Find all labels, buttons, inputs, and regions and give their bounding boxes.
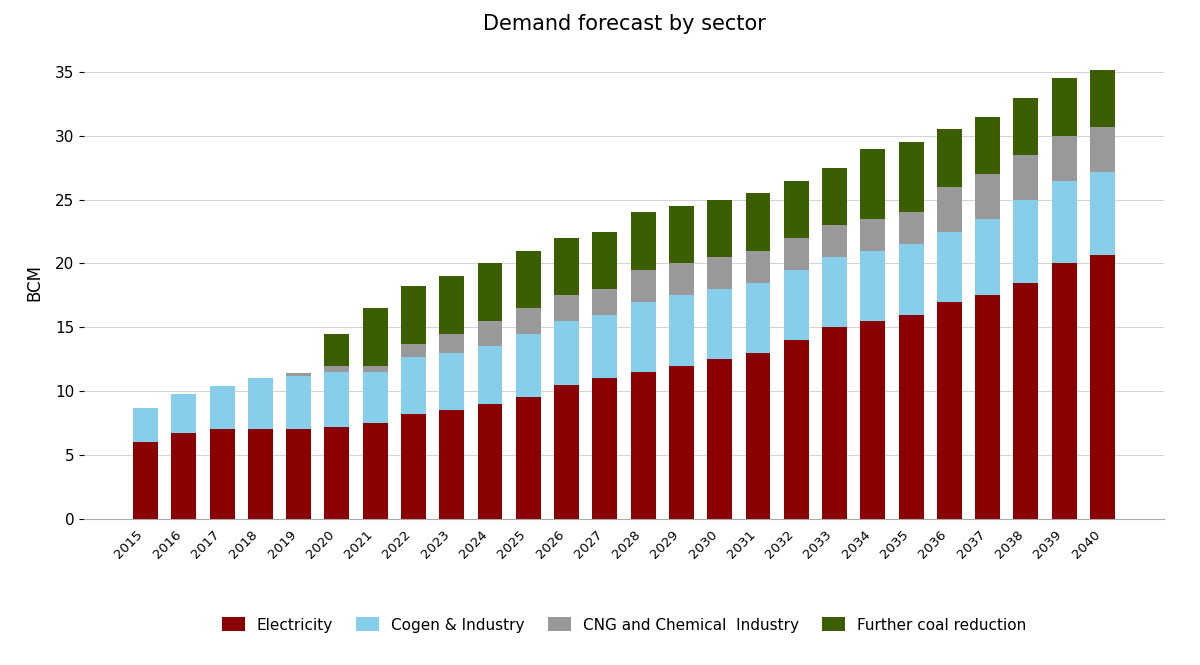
Bar xyxy=(401,287,426,344)
Bar xyxy=(745,194,770,251)
Bar xyxy=(707,257,732,289)
Bar xyxy=(554,295,580,321)
Bar xyxy=(248,430,272,519)
Bar xyxy=(937,231,961,302)
Bar xyxy=(937,302,961,519)
Bar xyxy=(554,321,580,385)
Bar xyxy=(1051,136,1076,180)
Bar xyxy=(899,142,924,212)
Bar xyxy=(516,334,541,398)
Bar xyxy=(822,225,847,257)
Bar xyxy=(439,334,464,353)
Bar xyxy=(631,212,655,270)
Bar xyxy=(401,414,426,519)
Bar xyxy=(439,353,464,410)
Bar xyxy=(1014,155,1038,200)
Bar xyxy=(362,372,388,423)
Bar xyxy=(631,302,655,372)
Legend: Electricity, Cogen & Industry, CNG and Chemical  Industry, Further coal reductio: Electricity, Cogen & Industry, CNG and C… xyxy=(216,611,1032,638)
Bar xyxy=(324,372,349,427)
Bar xyxy=(593,289,617,315)
Bar xyxy=(899,212,924,244)
Bar xyxy=(976,219,1000,295)
Bar xyxy=(593,315,617,378)
Bar xyxy=(362,366,388,372)
Bar xyxy=(707,359,732,519)
Bar xyxy=(516,251,541,308)
Bar xyxy=(172,433,197,519)
Bar xyxy=(401,344,426,356)
Bar xyxy=(976,295,1000,519)
Bar xyxy=(1090,70,1115,127)
Bar xyxy=(1014,283,1038,519)
Bar xyxy=(362,423,388,519)
Bar xyxy=(210,386,234,430)
Bar xyxy=(478,263,503,321)
Bar xyxy=(554,238,580,295)
Bar xyxy=(668,366,694,519)
Bar xyxy=(287,376,311,430)
Bar xyxy=(822,327,847,519)
Bar xyxy=(287,430,311,519)
Bar xyxy=(248,378,272,430)
Bar xyxy=(668,295,694,366)
Bar xyxy=(631,270,655,302)
Bar xyxy=(1014,200,1038,283)
Bar xyxy=(593,378,617,519)
Bar xyxy=(784,238,809,270)
Bar xyxy=(899,244,924,315)
Bar xyxy=(516,398,541,519)
Bar xyxy=(822,168,847,225)
Bar xyxy=(745,251,770,283)
Bar xyxy=(554,385,580,519)
Bar xyxy=(362,308,388,366)
Bar xyxy=(822,257,847,327)
Bar xyxy=(1051,180,1076,263)
Bar xyxy=(439,410,464,519)
Bar xyxy=(707,289,732,359)
Bar xyxy=(1090,255,1115,519)
Bar xyxy=(478,321,503,346)
Bar xyxy=(1090,127,1115,172)
Bar xyxy=(745,283,770,353)
Bar xyxy=(937,130,961,187)
Bar xyxy=(976,174,1000,219)
Bar xyxy=(439,276,464,334)
Bar xyxy=(172,394,197,433)
Bar xyxy=(1051,263,1076,519)
Bar xyxy=(860,321,886,519)
Bar xyxy=(401,356,426,414)
Bar xyxy=(707,200,732,257)
Bar xyxy=(937,187,961,231)
Bar xyxy=(1051,78,1076,136)
Bar xyxy=(478,346,503,404)
Bar xyxy=(133,442,158,519)
Bar xyxy=(324,334,349,366)
Bar xyxy=(668,206,694,263)
Bar xyxy=(784,270,809,340)
Bar xyxy=(668,263,694,295)
Bar xyxy=(784,340,809,519)
Bar xyxy=(478,404,503,519)
Bar xyxy=(516,308,541,334)
Bar xyxy=(324,427,349,519)
Bar xyxy=(860,219,886,251)
Bar xyxy=(210,430,234,519)
Bar xyxy=(1014,98,1038,155)
Bar xyxy=(899,315,924,519)
Y-axis label: BCM: BCM xyxy=(25,264,43,301)
Bar xyxy=(745,353,770,519)
Bar xyxy=(593,231,617,289)
Bar xyxy=(287,373,311,376)
Bar xyxy=(324,366,349,372)
Bar xyxy=(860,149,886,219)
Bar xyxy=(133,408,158,442)
Title: Demand forecast by sector: Demand forecast by sector xyxy=(482,14,766,34)
Bar xyxy=(976,117,1000,174)
Bar xyxy=(1090,172,1115,255)
Bar xyxy=(860,251,886,321)
Bar xyxy=(784,180,809,238)
Bar xyxy=(631,372,655,519)
